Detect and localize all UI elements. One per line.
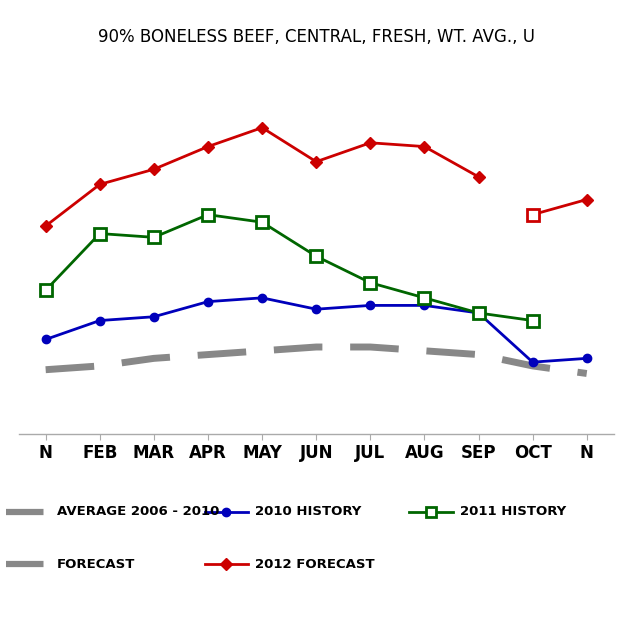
Text: FORECAST: FORECAST: [57, 558, 135, 570]
Text: AVERAGE 2006 - 2010: AVERAGE 2006 - 2010: [57, 505, 219, 518]
Text: 2010 HISTORY: 2010 HISTORY: [255, 505, 362, 518]
Text: 2012 FORECAST: 2012 FORECAST: [255, 558, 375, 570]
Text: 2011 HISTORY: 2011 HISTORY: [460, 505, 566, 518]
Title: 90% BONELESS BEEF, CENTRAL, FRESH, WT. AVG., U: 90% BONELESS BEEF, CENTRAL, FRESH, WT. A…: [98, 28, 534, 46]
